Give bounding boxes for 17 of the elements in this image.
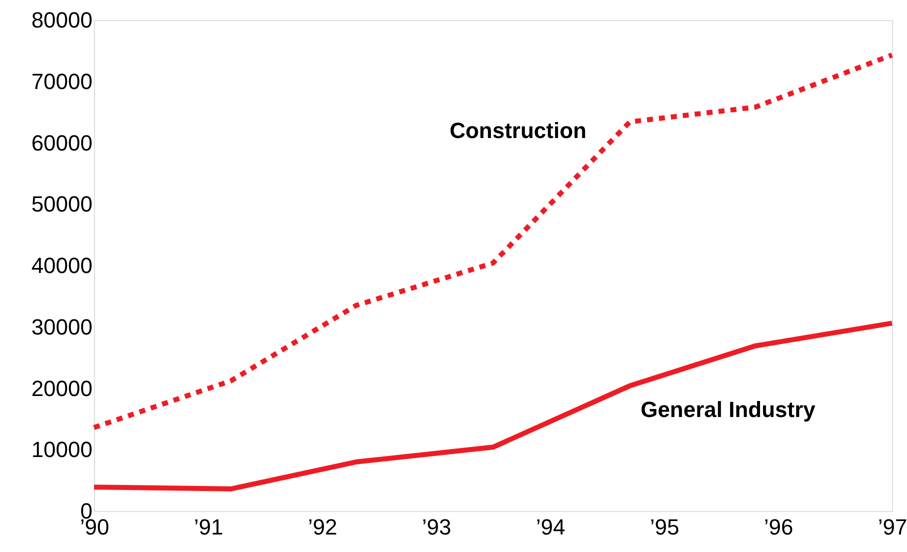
x-tick-label: ’95 <box>650 514 680 540</box>
y-tick-label: 30000 <box>31 314 92 340</box>
x-tick-label: ’94 <box>536 514 566 540</box>
series-label: General Industry <box>640 397 816 422</box>
x-tick-label: ’96 <box>764 514 794 540</box>
y-tick-label: 40000 <box>31 253 92 278</box>
y-tick-label: 60000 <box>31 130 92 156</box>
x-tick-label: ’97 <box>878 514 907 540</box>
x-tick-label: ’93 <box>422 514 452 540</box>
y-tick-label: 80000 <box>31 8 92 32</box>
y-tick-label: 10000 <box>31 437 92 462</box>
y-tick-label: 20000 <box>31 376 92 401</box>
x-tick-label: ’91 <box>194 514 224 540</box>
x-tick-label: ’92 <box>308 514 338 540</box>
series-label: Construction <box>450 118 586 143</box>
y-tick-label: 50000 <box>31 192 92 217</box>
y-tick-label: 70000 <box>31 68 92 94</box>
